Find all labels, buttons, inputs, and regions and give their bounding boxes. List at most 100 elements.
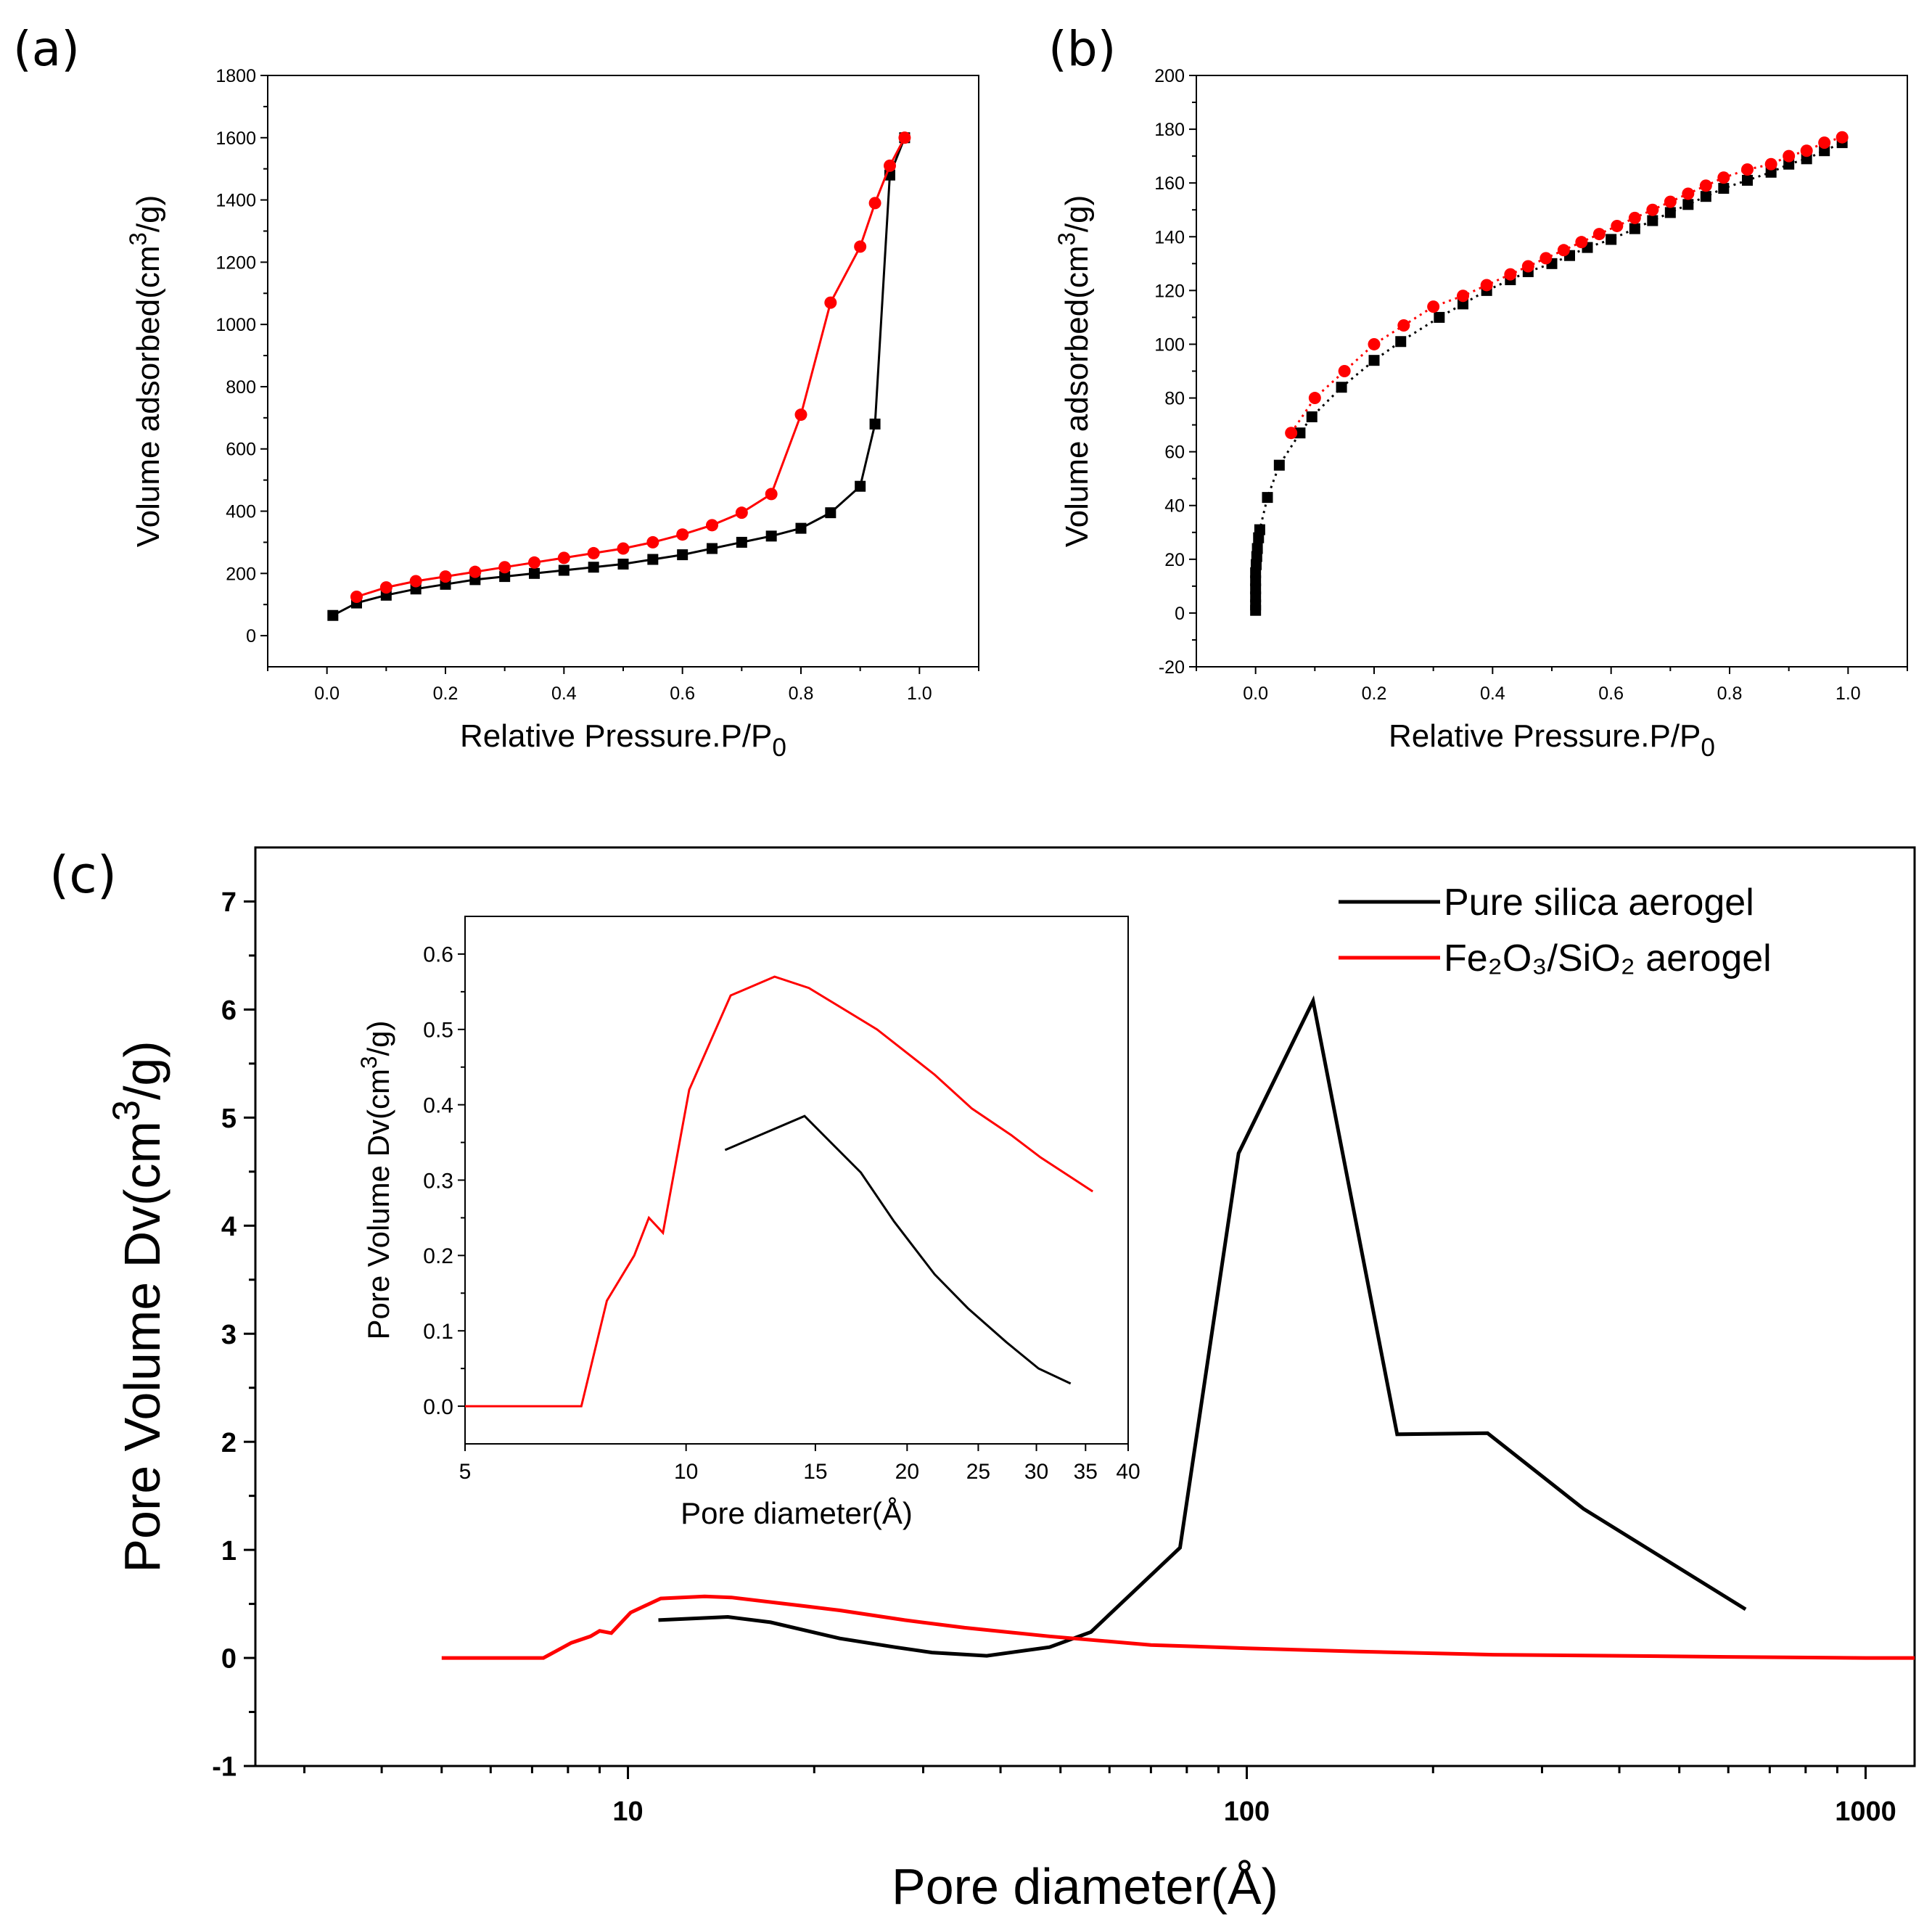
data-point-circle bbox=[1592, 228, 1606, 241]
data-point-circle bbox=[528, 556, 540, 569]
data-point-circle bbox=[1338, 365, 1351, 377]
y-tick-label: 0 bbox=[221, 1644, 237, 1675]
data-point-circle bbox=[1800, 144, 1813, 157]
y-axis-label: Pore Volume Dv(cm3/g) bbox=[355, 1021, 395, 1340]
data-point-circle bbox=[409, 575, 422, 588]
data-point-square bbox=[1664, 207, 1676, 218]
y-tick-label: 180 bbox=[1154, 120, 1185, 140]
x-tick-label: 0.4 bbox=[551, 683, 577, 704]
y-tick-label: 1000 bbox=[215, 315, 256, 335]
series-line-black bbox=[332, 137, 906, 617]
panel-label: (b) bbox=[1048, 21, 1116, 77]
data-point-square bbox=[1395, 336, 1407, 348]
data-point-square bbox=[327, 609, 339, 621]
data-point-square bbox=[1254, 524, 1265, 535]
y-axis-label: Volume adsorbed(cm3/g) bbox=[124, 195, 166, 547]
panel-label: (a) bbox=[13, 21, 80, 77]
data-point-circle bbox=[765, 488, 778, 501]
x-tick-label: 0.6 bbox=[670, 683, 695, 704]
y-axis-label: Pore Volume Dv(cm3/g) bbox=[105, 1040, 170, 1572]
data-point-square bbox=[1294, 427, 1306, 439]
y-tick-label: 600 bbox=[226, 440, 256, 460]
data-point-circle bbox=[1368, 337, 1381, 350]
data-point-circle bbox=[1397, 319, 1410, 332]
data-point-circle bbox=[1682, 187, 1695, 200]
y-tick-label: 5 bbox=[221, 1104, 237, 1134]
data-point-circle bbox=[794, 408, 807, 422]
y-tick-label: 100 bbox=[1154, 334, 1185, 355]
data-point-circle bbox=[1836, 131, 1849, 144]
legend: Pure silica aerogel Fe₂O₃/SiO₂ aerogel bbox=[1339, 882, 1772, 980]
data-point-square bbox=[855, 480, 866, 492]
y-tick-label: 0.3 bbox=[423, 1169, 453, 1193]
chart-a: 0 200 400 600 800 1000 1200 1400 1600 1800 0.0 0.2 0… bbox=[13, 21, 979, 762]
y-tick-label: 0.5 bbox=[423, 1019, 453, 1043]
y-tick-label: 4 bbox=[221, 1212, 237, 1242]
data-point-circle bbox=[1540, 252, 1553, 265]
y-tick-label: 200 bbox=[1154, 66, 1185, 86]
data-point-circle bbox=[1457, 289, 1469, 303]
data-point-circle bbox=[557, 551, 570, 564]
y-tick-label: 20 bbox=[1164, 550, 1185, 570]
data-point-square bbox=[765, 530, 777, 542]
x-tick-label: 10 bbox=[612, 1796, 643, 1827]
y-tick-label: 6 bbox=[221, 995, 237, 1026]
x-axis-label: Pore diameter(Å) bbox=[681, 1496, 913, 1530]
series-line-red bbox=[441, 1594, 1915, 1660]
y-tick-label: 1 bbox=[221, 1536, 237, 1566]
data-point-square bbox=[795, 522, 807, 534]
data-point-square bbox=[499, 571, 511, 583]
data-point-square bbox=[1742, 174, 1753, 186]
y-tick-label: 3 bbox=[221, 1320, 237, 1350]
data-point-circle bbox=[1741, 163, 1754, 176]
y-tick-label: 1200 bbox=[215, 252, 256, 273]
data-point-square bbox=[1251, 543, 1263, 554]
data-point-square bbox=[1718, 183, 1730, 194]
y-tick-label: 140 bbox=[1154, 227, 1185, 247]
y-tick-label: 1600 bbox=[215, 128, 256, 149]
y-tick-label: 200 bbox=[226, 564, 256, 584]
data-point-circle bbox=[1764, 157, 1777, 171]
data-point-circle bbox=[1818, 136, 1831, 149]
data-point-circle bbox=[676, 528, 689, 541]
y-tick-label: 2 bbox=[221, 1428, 237, 1458]
chart-c: -1 0 1 2 3 4 5 6 7 10 100 1000 Pore diameter(Å) Pore … bbox=[49, 845, 1916, 1915]
x-tick-label: 100 bbox=[1224, 1796, 1270, 1827]
y-tick-label: 0.1 bbox=[423, 1320, 453, 1344]
panel-label: (c) bbox=[49, 845, 117, 905]
data-point-circle bbox=[1699, 179, 1712, 192]
x-tick-label: 20 bbox=[895, 1460, 919, 1484]
y-tick-label: -1 bbox=[212, 1752, 237, 1783]
y-axis-label: Volume adsorbed(cm3/g) bbox=[1053, 195, 1095, 547]
data-point-circle bbox=[706, 519, 718, 532]
x-tick-label: 15 bbox=[803, 1460, 827, 1484]
y-tick-label: 0.0 bbox=[423, 1395, 453, 1419]
x-tick-label: 10 bbox=[674, 1460, 698, 1484]
data-point-circle bbox=[439, 570, 452, 583]
x-tick-label: 0.4 bbox=[1480, 683, 1505, 704]
y-tick-label: 0.2 bbox=[423, 1244, 453, 1268]
y-tick-label: 7 bbox=[221, 887, 237, 918]
data-point-circle bbox=[1308, 392, 1321, 405]
data-point-circle bbox=[1480, 279, 1493, 292]
x-tick-label: 30 bbox=[1024, 1460, 1048, 1484]
chart-c-inset: 0.0 0.1 0.2 0.3 0.4 0.5 0.6 5 10 15 20 25 30 35 40 Pore… bbox=[355, 916, 1140, 1530]
y-tick-label: 0.4 bbox=[423, 1093, 453, 1117]
data-point-square bbox=[588, 562, 599, 573]
y-tick-label: 800 bbox=[226, 377, 256, 398]
data-point-circle bbox=[646, 535, 659, 549]
data-point-square bbox=[1368, 355, 1380, 366]
series-line-red bbox=[465, 975, 1094, 1408]
x-tick-label: 0.2 bbox=[433, 683, 459, 704]
y-tick-label: 80 bbox=[1164, 389, 1185, 409]
data-point-circle bbox=[1664, 195, 1677, 208]
data-point-square bbox=[707, 543, 718, 554]
data-point-circle bbox=[884, 159, 896, 172]
y-tick-label: 120 bbox=[1154, 281, 1185, 301]
data-point-circle bbox=[587, 546, 600, 559]
data-point-circle bbox=[868, 197, 881, 210]
data-point-square bbox=[1647, 215, 1658, 226]
x-tick-label: 1000 bbox=[1835, 1796, 1896, 1827]
data-point-square bbox=[1273, 459, 1285, 471]
